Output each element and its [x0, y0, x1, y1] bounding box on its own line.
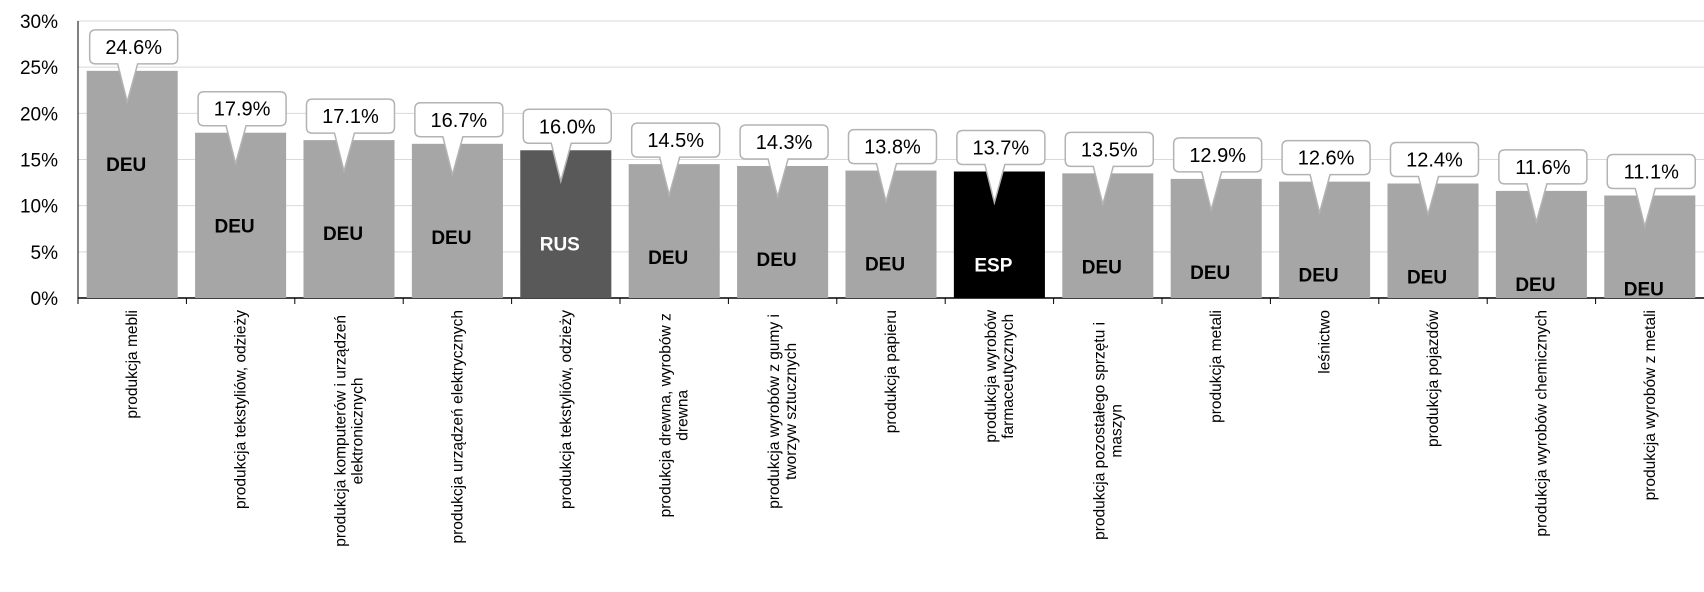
- y-tick-label: 20%: [20, 104, 58, 125]
- bar-label: DEU: [431, 228, 471, 249]
- x-tick-label: produkcja tekstyliów, odzieży: [558, 310, 575, 509]
- bar-label: DEU: [1515, 275, 1555, 296]
- x-tick-label: produkcja wyrobówfarmaceutycznych: [983, 309, 1017, 442]
- callout: [847, 128, 938, 205]
- bar: [628, 164, 720, 298]
- callout: [739, 124, 829, 200]
- value-label: 16.7%: [431, 110, 488, 132]
- x-tick-label: produkcja komputerów i urządzeńelektroni…: [333, 315, 367, 547]
- callout: [88, 29, 179, 105]
- callout: [630, 122, 721, 199]
- bar: [520, 150, 612, 298]
- bar-label: RUS: [540, 234, 580, 255]
- value-label: 14.5%: [647, 130, 704, 152]
- x-tick-label: produkcja drewna, wyrobów zdrewna: [658, 313, 692, 517]
- bar-label: DEU: [215, 217, 255, 238]
- bar: [1279, 181, 1371, 298]
- x-tick-label: produkcja mebli: [124, 310, 141, 419]
- y-tick-label: 25%: [20, 58, 58, 79]
- callout: [1498, 149, 1588, 225]
- bar: [1387, 183, 1479, 298]
- x-tick-label: produkcja wyrobów z gumy itworzyw sztucz…: [766, 314, 800, 509]
- x-tick-label: produkcja pojazdów: [1425, 309, 1442, 447]
- x-tick-label: produkcja pozostałego sprzętu imaszyn: [1091, 322, 1125, 540]
- callout: [1064, 131, 1155, 208]
- bar-label: DEU: [323, 224, 363, 245]
- bar-label: DEU: [1082, 257, 1122, 278]
- bar: [845, 170, 937, 298]
- bar-label: DEU: [648, 248, 688, 269]
- bar: [1062, 173, 1154, 298]
- value-label: 12.4%: [1406, 150, 1463, 172]
- bar: [86, 70, 178, 298]
- callout: [197, 90, 287, 167]
- x-tick-label: produkcja wyrobów z metali: [1642, 310, 1659, 500]
- x-tick-label: produkcja wyrobów chemicznych: [1533, 310, 1550, 537]
- x-tick-label: produkcja tekstyliów, odzieży: [233, 310, 250, 509]
- y-tick-label: 30%: [20, 12, 58, 33]
- callout: [1281, 139, 1371, 216]
- x-tick-label: produkcja urządzeń elektrycznych: [449, 310, 466, 543]
- bar-label: DEU: [1299, 266, 1339, 287]
- y-tick-label: 0%: [31, 289, 59, 310]
- bar-label: DEU: [106, 155, 146, 176]
- value-label: 13.5%: [1081, 139, 1138, 161]
- value-label: 24.6%: [105, 37, 162, 59]
- bar-label: DEU: [1624, 280, 1664, 301]
- y-tick-label: 5%: [31, 243, 59, 264]
- bar: [953, 171, 1045, 298]
- bar: [1495, 190, 1587, 298]
- callout: [1389, 141, 1480, 218]
- x-tick-label: produkcja metali: [1208, 310, 1225, 423]
- bar: [1170, 178, 1262, 298]
- bar-label: DEU: [865, 255, 905, 276]
- value-label: 16.0%: [539, 116, 596, 138]
- bar: [411, 143, 503, 298]
- bar: [1604, 195, 1696, 298]
- value-label: 17.9%: [214, 99, 271, 121]
- callout: [522, 108, 613, 185]
- callout: [305, 98, 396, 175]
- value-label: 11.6%: [1515, 157, 1570, 179]
- y-tick-label: 15%: [20, 151, 58, 172]
- value-label: 12.6%: [1298, 148, 1355, 170]
- callout: [1172, 137, 1263, 213]
- value-label: 12.9%: [1189, 145, 1246, 167]
- bar: [737, 165, 829, 298]
- x-tick-label: leśnictwo: [1317, 310, 1334, 374]
- y-tick-label: 10%: [20, 197, 58, 218]
- bar-label: DEU: [757, 250, 797, 271]
- callout: [956, 129, 1046, 206]
- callout: [1606, 153, 1697, 230]
- bar: [195, 132, 287, 298]
- bar-label: DEU: [1407, 268, 1447, 289]
- value-label: 17.1%: [322, 106, 379, 128]
- bar: [303, 140, 395, 298]
- bar-label: DEU: [1190, 263, 1230, 284]
- value-label: 11.1%: [1624, 162, 1679, 184]
- x-tick-label: produkcja papieru: [883, 310, 900, 433]
- value-label: 13.7%: [973, 138, 1030, 160]
- value-label: 14.3%: [756, 132, 813, 154]
- value-label: 13.8%: [864, 137, 921, 159]
- callout: [414, 102, 504, 178]
- bar-label: ESP: [974, 256, 1012, 277]
